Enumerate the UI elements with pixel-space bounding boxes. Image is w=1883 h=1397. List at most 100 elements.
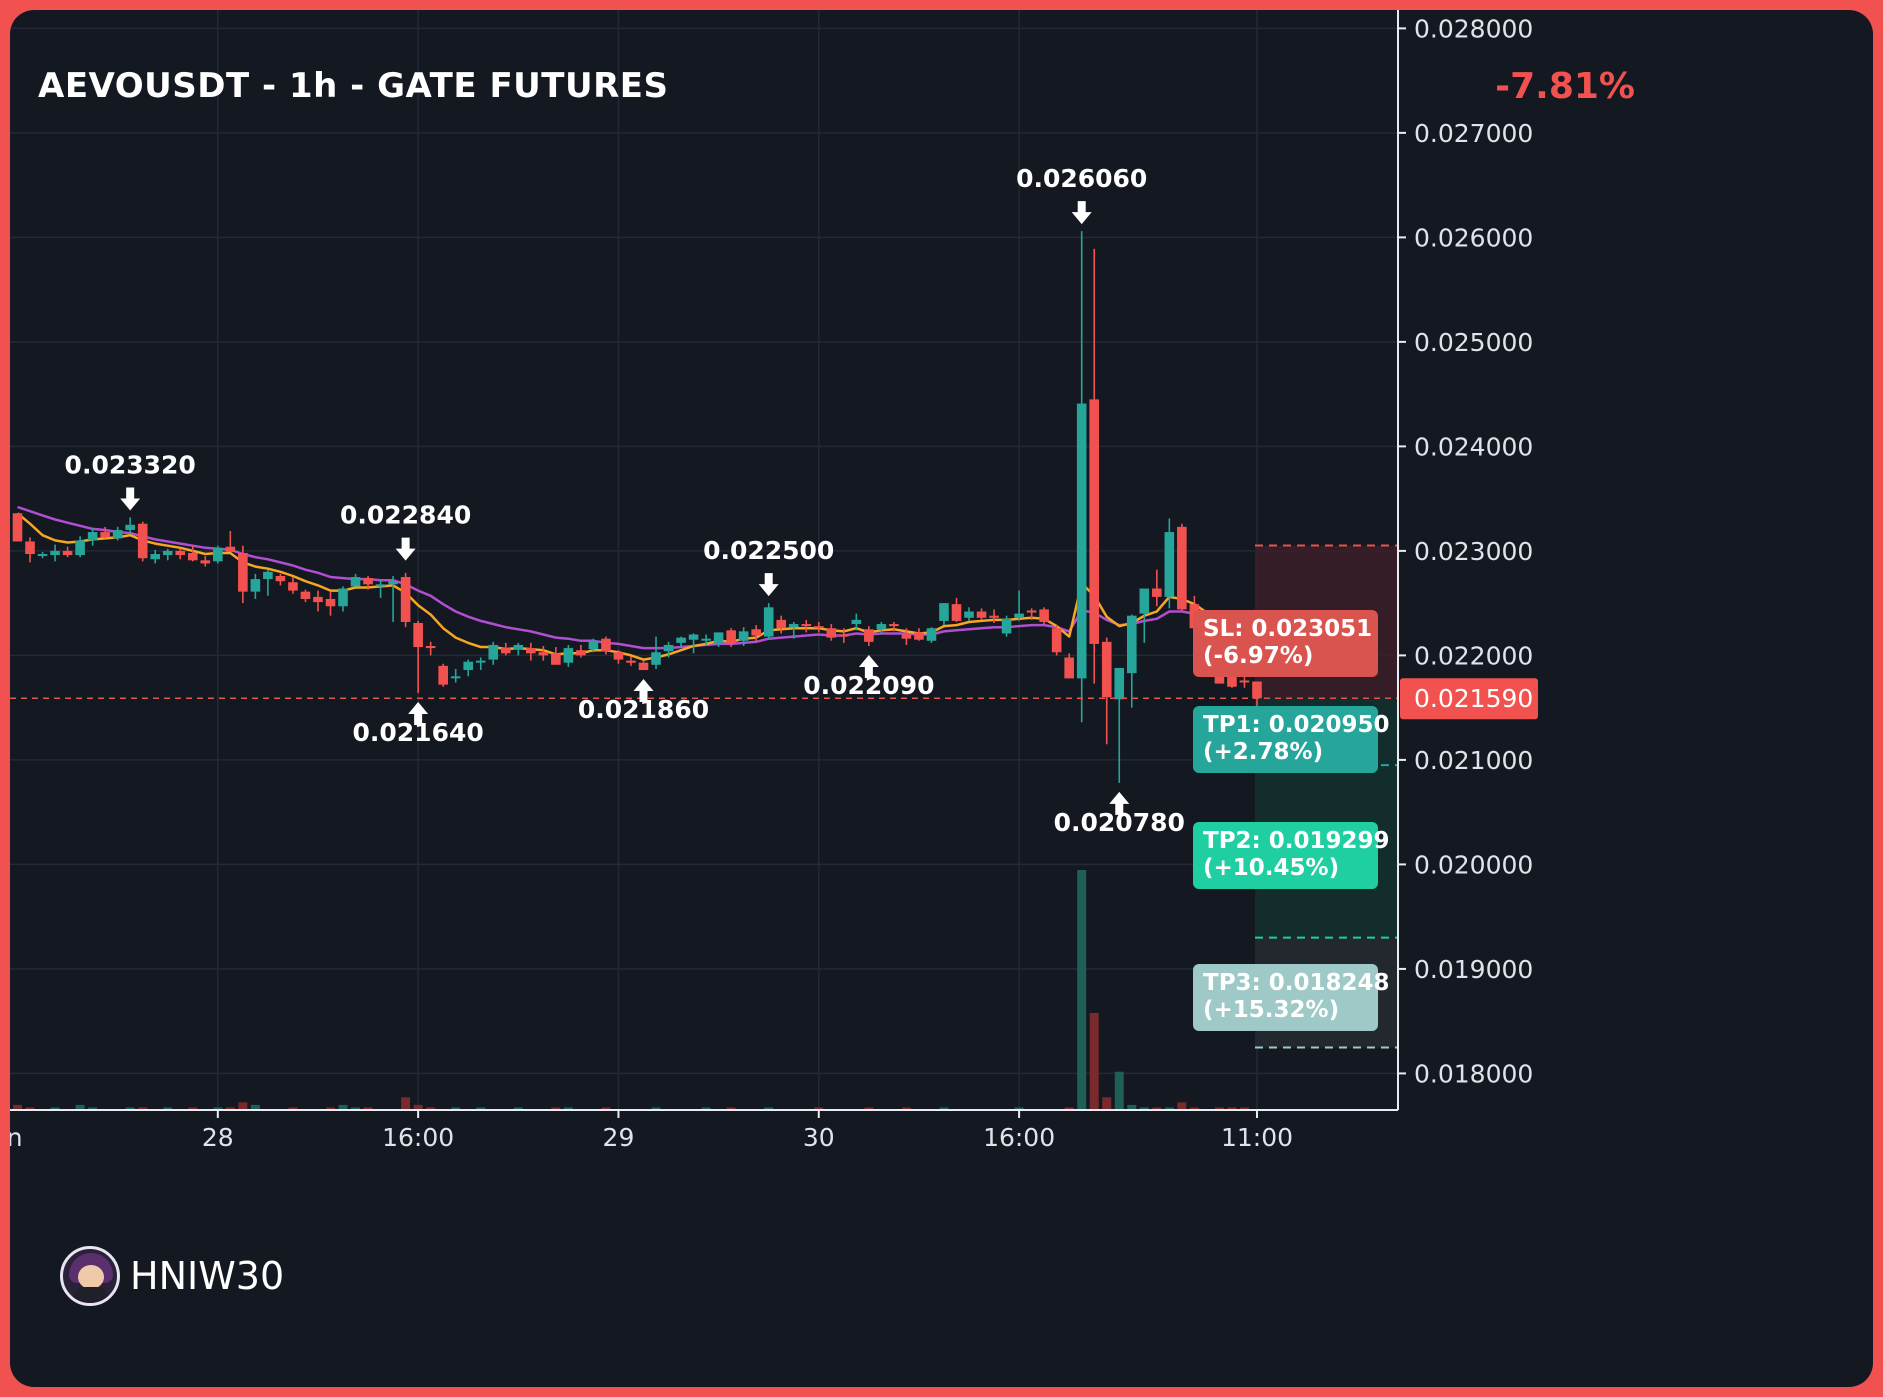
volume-bar	[163, 1107, 173, 1110]
candle-body	[626, 660, 636, 663]
price-tick-label: 0.024000	[1414, 432, 1533, 461]
volume-bar	[476, 1107, 486, 1110]
candle-body	[100, 532, 110, 538]
candle-body	[989, 615, 999, 618]
time-tick-label: 28	[202, 1123, 234, 1152]
last-price-label: 0.021590	[1414, 684, 1533, 713]
candle-body	[263, 571, 273, 580]
price-tick-label: 0.023000	[1414, 537, 1533, 566]
volume-bar	[451, 1107, 461, 1110]
candle-body	[876, 624, 887, 630]
candle-body	[125, 524, 135, 530]
level-tag-price: TP3: 0.018248	[1203, 969, 1390, 996]
candle-body	[1001, 618, 1012, 634]
volume-bar	[814, 1107, 824, 1110]
candle-body	[1114, 667, 1125, 700]
price-chart[interactable]: 0.023320 0.022840 0.021640 0.021860 0.022500…	[10, 10, 1873, 1387]
ema-slow-line	[17, 505, 1258, 650]
volume-bar	[326, 1107, 335, 1110]
volume-bar	[351, 1107, 361, 1110]
time-axis: ın 28 16:00 29 30 16:00 11:00	[10, 1110, 1293, 1152]
candle-body	[1051, 628, 1062, 653]
candle-body	[325, 598, 336, 607]
candle-body	[363, 578, 373, 585]
candle-body	[375, 584, 386, 587]
volume-bar	[238, 1102, 248, 1110]
volume-bar	[288, 1107, 298, 1110]
volume-bar	[1114, 1071, 1124, 1110]
candle-body	[763, 607, 774, 637]
candle-body	[601, 638, 611, 652]
arrow-up-icon	[858, 654, 879, 678]
candle-body	[964, 611, 974, 618]
candle-body	[1026, 610, 1037, 613]
candle-body	[388, 581, 398, 585]
candle-body	[513, 644, 524, 650]
candle-body	[463, 661, 474, 671]
candle-body	[87, 532, 98, 541]
candle-body	[914, 632, 924, 640]
candle-body	[926, 628, 937, 641]
volume-bar	[1164, 1107, 1174, 1110]
candle-body	[1076, 403, 1087, 679]
candle-body	[150, 554, 161, 560]
candle-body	[951, 604, 962, 621]
volume-bar	[338, 1104, 348, 1110]
volume-bar	[939, 1107, 949, 1110]
time-tick-label: 29	[603, 1123, 635, 1152]
volume-bars	[13, 870, 1249, 1110]
annotation-label: 0.026060	[1016, 164, 1147, 193]
arrow-down-icon	[1071, 201, 1092, 225]
candle-body	[213, 547, 223, 562]
arrow-up-icon	[633, 679, 654, 703]
candle-body	[1126, 615, 1137, 674]
annotation-label: 0.022840	[340, 501, 471, 530]
annotation: 0.020780	[1054, 791, 1185, 837]
candle-body	[1164, 532, 1175, 597]
annotation: 0.022500	[703, 536, 834, 597]
volume-bar	[901, 1107, 911, 1110]
volume-bar	[1014, 1107, 1024, 1110]
price-tick-label: 0.020000	[1414, 850, 1533, 879]
volume-bar	[1152, 1107, 1162, 1110]
level-tag-price: TP1: 0.020950	[1203, 712, 1390, 739]
volume-bar	[413, 1104, 423, 1110]
candle-body	[300, 591, 311, 599]
level-tag-percent: (+15.32%)	[1203, 996, 1340, 1023]
price-tick-label: 0.025000	[1414, 328, 1533, 357]
level-tag-tp1: TP1: 0.020950 (+2.78%)	[1193, 706, 1390, 774]
candle-body	[889, 624, 899, 627]
candle-body	[12, 513, 23, 542]
price-axis: 0.028000 0.027000 0.026000 0.025000 0.024000…	[1398, 14, 1533, 1088]
candle-body	[663, 644, 674, 652]
volume-bar	[88, 1107, 98, 1110]
arrow-down-icon	[395, 537, 416, 561]
candle-body	[1014, 613, 1024, 618]
volume-bar	[1064, 1107, 1074, 1110]
candle-body	[400, 577, 411, 622]
volume-bar	[75, 1104, 85, 1110]
candle-body	[488, 644, 499, 660]
last-price-badge	[1400, 678, 1538, 720]
candle-body	[1227, 675, 1237, 687]
candle-body	[613, 652, 624, 660]
volume-bar	[601, 1107, 611, 1110]
candle-body	[588, 640, 599, 650]
candle-body	[413, 623, 423, 648]
volume-bar	[125, 1107, 135, 1110]
annotation-label: 0.021640	[353, 718, 484, 747]
candle-body	[813, 626, 824, 629]
candle-body	[288, 582, 298, 591]
candle-body	[538, 652, 549, 656]
volume-bar	[25, 1107, 35, 1110]
level-tag-tp3: TP3: 0.018248 (+15.32%)	[1193, 963, 1390, 1031]
candle-body	[551, 653, 561, 665]
price-change-percent: -7.81%	[1495, 66, 1635, 107]
annotation-label: 0.023320	[65, 450, 196, 479]
candle-body	[137, 523, 148, 559]
volume-bar	[701, 1107, 711, 1110]
brand-name: HNIW30	[130, 1254, 285, 1298]
candle-body	[676, 637, 686, 643]
volume-bar	[513, 1107, 523, 1110]
candle-body	[112, 529, 123, 539]
